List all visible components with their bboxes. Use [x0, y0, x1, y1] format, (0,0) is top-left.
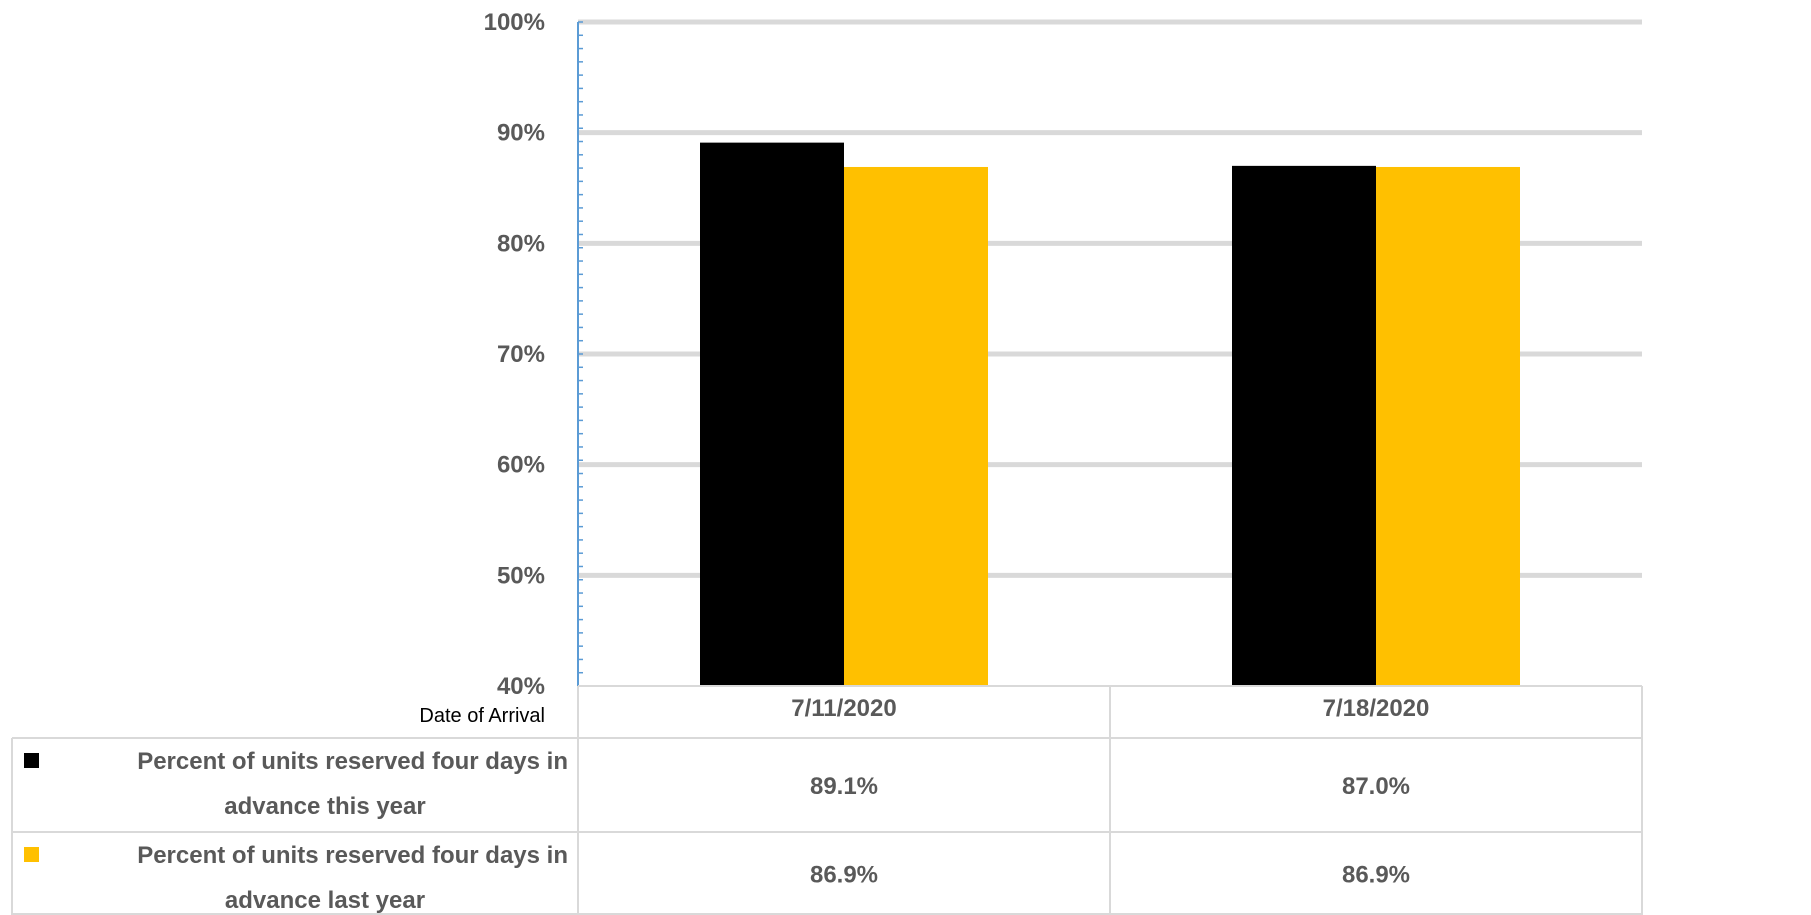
y-tick-labels: 40% 50% 60% 70% 80% 90% 100% — [484, 9, 545, 700]
bars — [700, 142, 1520, 687]
series-name: Percent of units reserved four days in — [137, 842, 568, 869]
y-tick-label: 50% — [497, 562, 545, 589]
x-tick-label: 7/18/2020 — [1323, 695, 1430, 722]
y-tick-label: 100% — [484, 9, 545, 36]
y-tick-label: 60% — [497, 452, 545, 479]
y-tick-label: 90% — [497, 120, 545, 147]
data-value: 86.9% — [1342, 862, 1410, 889]
data-value: 87.0% — [1342, 773, 1410, 800]
bar — [700, 142, 844, 687]
data-value: 86.9% — [810, 862, 878, 889]
x-axis-title: Date of Arrival — [419, 705, 545, 727]
y-axis — [577, 21, 583, 687]
bar — [844, 166, 988, 686]
data-table: 7/11/2020 7/18/2020 Percent of units reser… — [11, 685, 1643, 915]
data-value: 89.1% — [810, 773, 878, 800]
legend-key — [24, 753, 39, 768]
legend-key — [24, 847, 39, 862]
y-tick-label: 70% — [497, 341, 545, 368]
series-name: Percent of units reserved four days in — [137, 748, 568, 775]
bar — [1376, 166, 1520, 686]
y-tick-label: 80% — [497, 230, 545, 257]
bar — [1232, 165, 1376, 686]
x-tick-label: 7/11/2020 — [791, 695, 896, 722]
series-name: advance last year — [225, 887, 425, 914]
y-tick-label: 40% — [497, 673, 545, 700]
series-name: advance this year — [224, 793, 425, 820]
